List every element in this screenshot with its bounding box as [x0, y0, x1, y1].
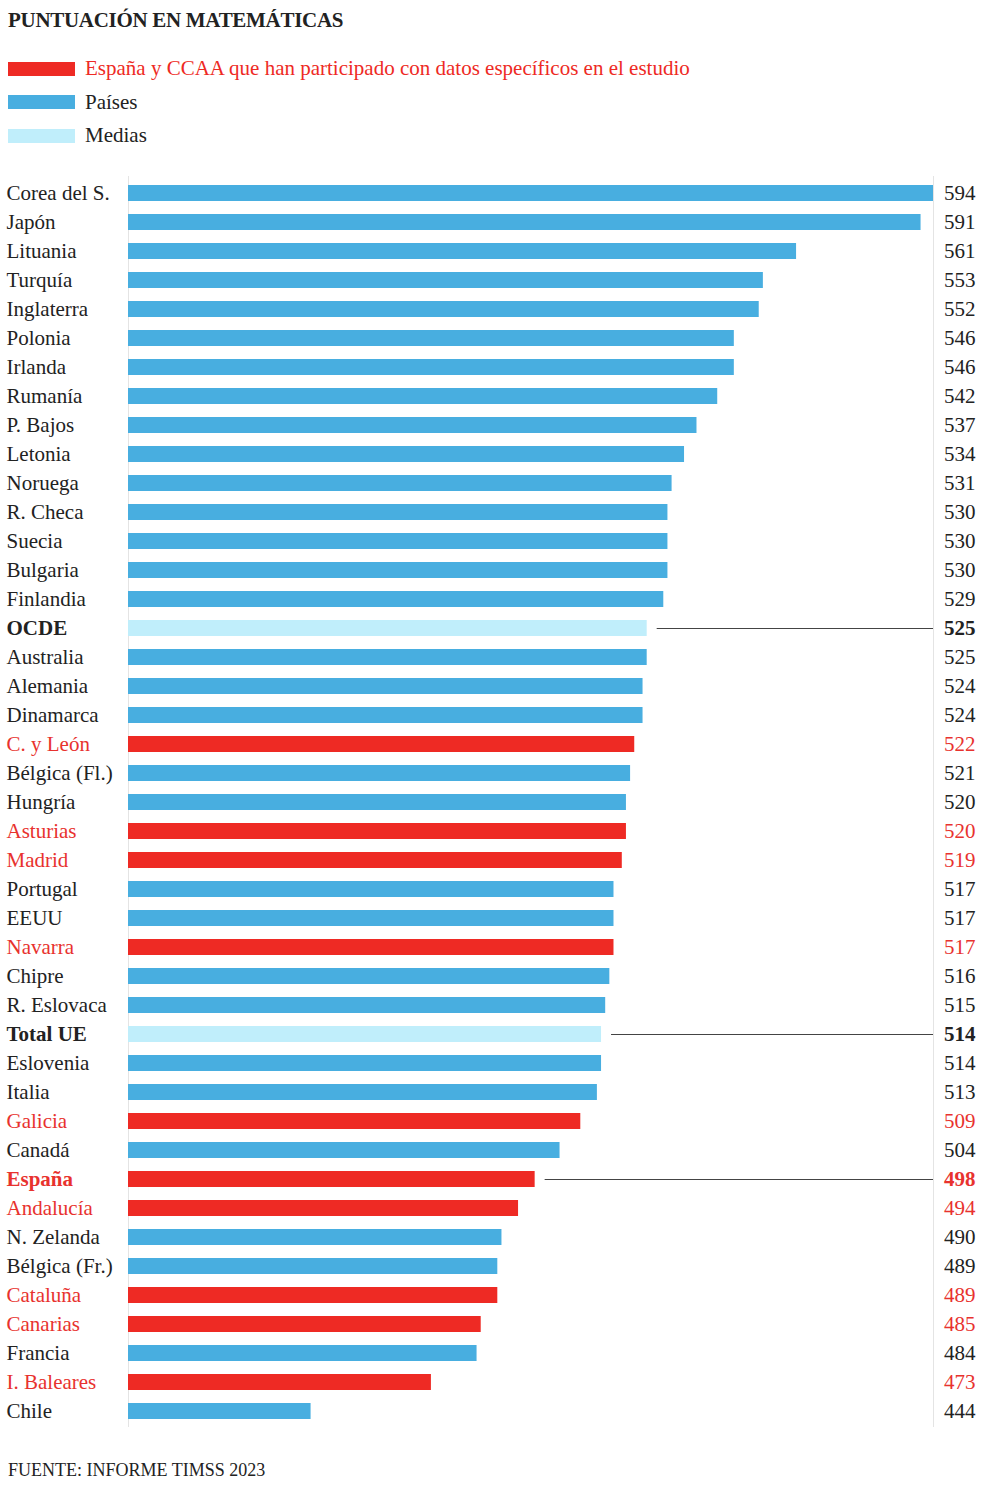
svg-text:Chipre: Chipre — [7, 964, 64, 988]
svg-text:Navarra: Navarra — [7, 935, 75, 959]
svg-text:Bélgica (Fl.): Bélgica (Fl.) — [7, 761, 113, 785]
svg-text:Francia: Francia — [7, 1341, 71, 1365]
svg-text:517: 517 — [944, 906, 976, 930]
svg-text:515: 515 — [944, 993, 976, 1017]
html-text:Medias: Medias — [85, 123, 147, 148]
svg-text:Suecia: Suecia — [7, 529, 64, 553]
svg-text:498: 498 — [944, 1167, 976, 1191]
svg-text:542: 542 — [944, 384, 976, 408]
svg-text:Canarias: Canarias — [7, 1312, 80, 1336]
svg-text:R. Checa: R. Checa — [7, 500, 85, 524]
svg-text:Total UE: Total UE — [7, 1022, 87, 1046]
svg-text:Inglaterra: Inglaterra — [7, 297, 89, 321]
svg-text:513: 513 — [944, 1080, 976, 1104]
svg-text:Bélgica (Fr.): Bélgica (Fr.) — [7, 1254, 113, 1278]
svg-text:Hungría: Hungría — [7, 790, 76, 814]
svg-text:509: 509 — [944, 1109, 976, 1133]
svg-text:Cataluña: Cataluña — [7, 1283, 82, 1307]
svg-text:Australia: Australia — [7, 645, 85, 669]
svg-text:Dinamarca: Dinamarca — [7, 703, 100, 727]
svg-text:517: 517 — [944, 935, 976, 959]
svg-text:553: 553 — [944, 268, 976, 292]
svg-text:Italia: Italia — [7, 1080, 51, 1104]
svg-text:Finlandia: Finlandia — [7, 587, 87, 611]
svg-text:594: 594 — [944, 181, 976, 205]
svg-text:537: 537 — [944, 413, 976, 437]
svg-text:Polonia: Polonia — [7, 326, 72, 350]
svg-text:561: 561 — [944, 239, 976, 263]
svg-text:Japón: Japón — [7, 210, 56, 234]
svg-text:Chile: Chile — [7, 1399, 53, 1423]
svg-text:Lituania: Lituania — [7, 239, 78, 263]
svg-text:494: 494 — [944, 1196, 976, 1220]
svg-text:552: 552 — [944, 297, 976, 321]
svg-text:529: 529 — [944, 587, 976, 611]
svg-text:Bulgaria: Bulgaria — [7, 558, 80, 582]
svg-text:R. Eslovaca: R. Eslovaca — [7, 993, 108, 1017]
svg-text:520: 520 — [944, 819, 976, 843]
svg-text:EEUU: EEUU — [7, 906, 63, 930]
svg-text:P. Bajos: P. Bajos — [7, 413, 75, 437]
svg-text:485: 485 — [944, 1312, 976, 1336]
svg-text:Corea del S.: Corea del S. — [7, 181, 110, 205]
svg-text:521: 521 — [944, 761, 976, 785]
svg-text:Andalucía: Andalucía — [7, 1196, 94, 1220]
svg-text:591: 591 — [944, 210, 976, 234]
svg-text:Canadá: Canadá — [7, 1138, 71, 1162]
svg-text:Turquía: Turquía — [7, 268, 73, 292]
svg-text:444: 444 — [944, 1399, 976, 1423]
svg-text:514: 514 — [944, 1051, 976, 1075]
svg-text:524: 524 — [944, 674, 976, 698]
svg-text:489: 489 — [944, 1283, 976, 1307]
svg-text:OCDE: OCDE — [7, 616, 68, 640]
svg-text:522: 522 — [944, 732, 976, 756]
svg-text:Eslovenia: Eslovenia — [7, 1051, 90, 1075]
svg-text:Madrid: Madrid — [7, 848, 69, 872]
svg-text:517: 517 — [944, 877, 976, 901]
svg-text:516: 516 — [944, 964, 976, 988]
svg-text:473: 473 — [944, 1370, 976, 1394]
svg-text:Rumanía: Rumanía — [7, 384, 83, 408]
svg-text:530: 530 — [944, 500, 976, 524]
svg-text:531: 531 — [944, 471, 976, 495]
svg-text:514: 514 — [944, 1022, 976, 1046]
svg-text:España: España — [7, 1167, 74, 1191]
svg-text:520: 520 — [944, 790, 976, 814]
svg-text:Noruega: Noruega — [7, 471, 80, 495]
svg-text:Galicia: Galicia — [7, 1109, 68, 1133]
svg-text:530: 530 — [944, 558, 976, 582]
svg-text:Irlanda: Irlanda — [7, 355, 67, 379]
html-text:Países: Países — [85, 89, 138, 114]
svg-text:525: 525 — [944, 645, 976, 669]
svg-text:C. y León: C. y León — [7, 732, 91, 756]
html-text:España y CCAA que han particip: España y CCAA que han participado con da… — [85, 56, 690, 81]
html-text:PUNTUACIÓN EN MATEMÁTICAS: PUNTUACIÓN EN MATEMÁTICAS — [8, 8, 344, 32]
svg-text:546: 546 — [944, 326, 976, 350]
svg-text:530: 530 — [944, 529, 976, 553]
svg-text:534: 534 — [944, 442, 976, 466]
html-text:FUENTE: INFORME TIMSS 2023: FUENTE: INFORME TIMSS 2023 — [8, 1460, 266, 1480]
svg-text:490: 490 — [944, 1225, 976, 1249]
svg-text:524: 524 — [944, 703, 976, 727]
svg-text:N. Zelanda: N. Zelanda — [7, 1225, 101, 1249]
svg-text:504: 504 — [944, 1138, 976, 1162]
svg-text:Asturias: Asturias — [7, 819, 77, 843]
svg-text:489: 489 — [944, 1254, 976, 1278]
svg-text:Letonia: Letonia — [7, 442, 72, 466]
svg-text:Portugal: Portugal — [7, 877, 78, 901]
svg-text:519: 519 — [944, 848, 976, 872]
svg-text:Alemania: Alemania — [7, 674, 89, 698]
svg-text:I. Baleares: I. Baleares — [7, 1370, 97, 1394]
svg-text:546: 546 — [944, 355, 976, 379]
svg-text:484: 484 — [944, 1341, 976, 1365]
svg-text:525: 525 — [944, 616, 976, 640]
